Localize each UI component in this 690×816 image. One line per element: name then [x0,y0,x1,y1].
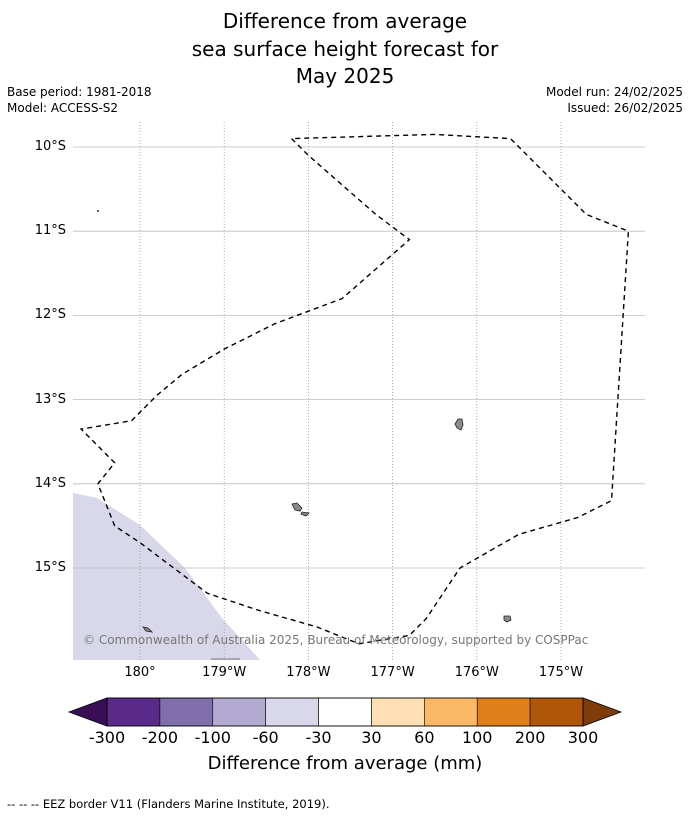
eez-legend-note: -- -- -- EEZ border V11 (Flanders Marine… [7,797,330,811]
title-line-1: Difference from average [222,9,468,33]
colorbar-tick-label: 300 [567,728,599,747]
lat-tick-label: 14°S [34,475,66,491]
colorbar-tick-label: -30 [305,728,332,747]
meta-left: Base period: 1981-2018 Model: ACCESS-S2 [7,84,152,116]
island-east [454,418,464,431]
island-southeast [503,615,512,623]
eez-border [79,133,630,645]
colorbar-bin [265,697,319,727]
lon-tick-label: 176°W [454,665,499,680]
colorbar-tick-label: -200 [141,728,179,747]
map-title: Difference from average sea surface heig… [0,8,690,91]
colorbar-bin [318,697,372,727]
colorbar-bin [476,697,531,727]
lon-tick-label: 175°W [538,665,584,680]
colorbar-bin [106,697,161,727]
colorbar-tick-label: 200 [514,728,546,747]
lon-tick-label: 180° [124,665,156,680]
colorbar-tick-label: 100 [461,728,493,747]
anomaly-shading [73,493,260,660]
base-period: Base period: 1981-2018 [7,85,152,99]
colorbar-bin [371,697,425,727]
colorbar-title: Difference from average (mm) [207,753,483,774]
colorbar-under-arrow [67,697,108,727]
colorbar-tick-label: -60 [252,728,279,747]
title-line-2: sea surface height forecast for [191,36,499,61]
model-name: Model: ACCESS-S2 [7,101,119,115]
lat-tick-label: 13°S [34,391,66,407]
colorbar-tick-label: -300 [88,728,126,747]
lat-tick-label: 11°S [34,223,66,239]
lat-tick-label: 12°S [34,307,66,323]
colorbar-bin [529,697,584,727]
lon-tick-label: 178°W [286,665,331,680]
issued-date: Issued: 26/02/2025 [567,101,683,115]
copyright-notice: © Commonwealth of Australia 2025, Bureau… [83,633,589,647]
colorbar-bin [212,697,266,727]
colorbar-frame [106,697,584,727]
lat-tick-label: 15°S [34,560,66,575]
island-southwest [142,626,154,633]
colorbar-tick-label: 60 [414,728,435,747]
colorbar-tick-label: -100 [194,728,231,747]
colorbar-bin [424,697,478,727]
colorbar-tick-label: 30 [361,728,382,747]
lon-tick-label: 177°W [370,665,415,680]
meta-right: Model run: 24/02/2025 Issued: 26/02/2025 [546,84,683,116]
model-run: Model run: 24/02/2025 [545,85,683,99]
islet-dot [97,210,99,212]
lon-tick-label: 179°W [202,665,247,680]
title-line-3: May 2025 [295,64,395,88]
map-inner [73,122,645,660]
island-central [291,502,310,517]
colorbar-over-arrow [582,697,623,727]
lat-tick-label: 10°S [34,139,66,154]
colorbar-bin [159,697,214,727]
